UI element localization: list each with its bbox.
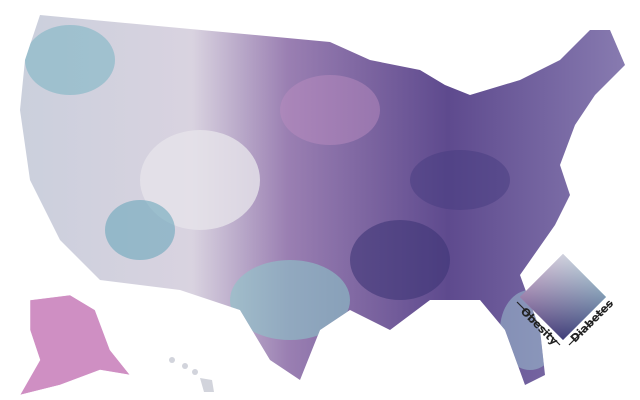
region-patch: [25, 25, 115, 95]
region-patch: [230, 260, 350, 340]
legend: Obesity Diabetes: [516, 254, 616, 348]
island: [182, 363, 188, 369]
legend-key-shade: [520, 254, 606, 340]
island: [169, 357, 175, 363]
region-patch: [140, 130, 260, 230]
island: [192, 369, 198, 375]
region-patch: [280, 75, 380, 145]
alaska: [19, 294, 131, 396]
region-patch: [105, 200, 175, 260]
hawaii: [169, 357, 214, 392]
region-patch: [350, 220, 450, 300]
legend-arrows: [516, 301, 613, 346]
island: [200, 378, 214, 392]
region-patch: [410, 150, 510, 210]
